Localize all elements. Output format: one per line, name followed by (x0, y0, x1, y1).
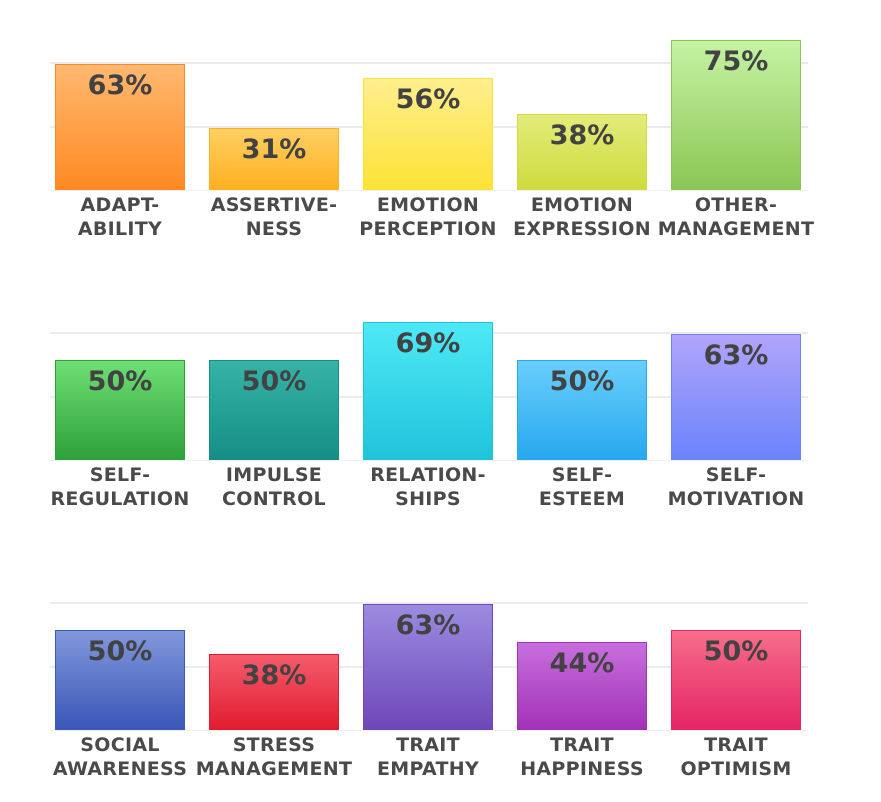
category-label-line: REGULATION (50, 488, 190, 510)
category-label-line: MANAGEMENT (195, 758, 353, 780)
category-label-line: SELF- (705, 464, 767, 486)
bar-value-label: 50% (241, 366, 307, 397)
bar (55, 64, 185, 190)
bar-value-label: 44% (549, 648, 615, 679)
gridline (50, 602, 808, 604)
category-label-line: ABILITY (77, 218, 163, 240)
bar (517, 642, 647, 730)
category-label: ASSERTIVE- NESS (194, 193, 354, 241)
category-label-line: RELATION- (370, 464, 486, 486)
bar-value-label: 63% (87, 70, 153, 101)
category-label-line: ASSERTIVE- (210, 194, 338, 216)
category-label-line: MOTIVATION (667, 488, 805, 510)
bar (671, 40, 801, 190)
category-label-line: TRAIT (704, 734, 768, 756)
bar-value-label: 50% (87, 366, 153, 397)
bar (55, 360, 185, 460)
category-label: ADAPT- ABILITY (40, 193, 200, 241)
axis-baseline (50, 190, 808, 191)
category-label-line: OTHER- (694, 194, 778, 216)
category-label: SOCIAL AWARENESS (40, 733, 200, 781)
category-label-line: EMOTION (376, 194, 480, 216)
category-label-line: EMOTION (530, 194, 634, 216)
category-label: EMOTION PERCEPTION (348, 193, 508, 241)
category-label: SELF- ESTEEM (502, 463, 662, 511)
bar (55, 630, 185, 730)
bar-value-label: 38% (549, 120, 615, 151)
category-label: TRAIT EMPATHY (348, 733, 508, 781)
category-label: IMPULSE CONTROL (194, 463, 354, 511)
category-label: TRAIT OPTIMISM (656, 733, 816, 781)
category-label-line: SELF- (551, 464, 613, 486)
bar (209, 360, 339, 460)
category-label-line: PERCEPTION (359, 218, 497, 240)
bar (671, 334, 801, 460)
bar-value-label: 50% (87, 636, 153, 667)
category-label: RELATION- SHIPS (348, 463, 508, 511)
category-label-line: AWARENESS (52, 758, 188, 780)
category-label-line: STRESS (232, 734, 316, 756)
bar-value-label: 38% (241, 660, 307, 691)
axis-baseline (50, 730, 808, 731)
category-label-line: NESS (245, 218, 303, 240)
bar (363, 604, 493, 730)
bar (363, 322, 493, 460)
category-label-line: TRAIT (396, 734, 460, 756)
bar-value-label: 75% (703, 46, 769, 77)
category-label-line: OPTIMISM (680, 758, 792, 780)
bar-value-label: 31% (241, 134, 307, 165)
category-label-line: CONTROL (222, 488, 326, 510)
bar-value-label: 63% (703, 340, 769, 371)
category-label-line: ADAPT- (80, 194, 160, 216)
bar-value-label: 69% (395, 328, 461, 359)
category-label: EMOTION EXPRESSION (502, 193, 662, 241)
chart-panel: 63% ADAPT- ABILITY 31% ASSERTIVE- NESS 56% EMOT… (0, 0, 881, 262)
category-label-line: EMPATHY (376, 758, 480, 780)
category-label-line: IMPULSE (225, 464, 323, 486)
category-label: SELF- REGULATION (40, 463, 200, 511)
chart-panel: 50% SOCIAL AWARENESS 38% STRESS MANAGEMENT 63%… (0, 540, 881, 802)
bar (209, 654, 339, 730)
category-label-line: ESTEEM (538, 488, 626, 510)
category-label-line: SHIPS (395, 488, 461, 510)
bar-value-label: 50% (703, 636, 769, 667)
category-label: SELF- MOTIVATION (656, 463, 816, 511)
axis-baseline (50, 460, 808, 461)
bar (671, 630, 801, 730)
category-label-line: HAPPINESS (520, 758, 644, 780)
chart-panel: 50% SELF- REGULATION 50% IMPULSE CONTROL 69% RE… (0, 270, 881, 532)
category-label: STRESS MANAGEMENT (194, 733, 354, 781)
bar-value-label: 63% (395, 610, 461, 641)
bar-value-label: 50% (549, 366, 615, 397)
bar (517, 360, 647, 460)
category-label: TRAIT HAPPINESS (502, 733, 662, 781)
bar (517, 114, 647, 190)
category-label-line: SOCIAL (80, 734, 160, 756)
category-label-line: EXPRESSION (513, 218, 651, 240)
bar (209, 128, 339, 190)
bar-value-label: 56% (395, 84, 461, 115)
category-label-line: MANAGEMENT (657, 218, 815, 240)
gridline (50, 62, 808, 64)
category-label-line: SELF- (89, 464, 151, 486)
category-label-line: TRAIT (550, 734, 614, 756)
category-label: OTHER- MANAGEMENT (656, 193, 816, 241)
bar (363, 78, 493, 190)
